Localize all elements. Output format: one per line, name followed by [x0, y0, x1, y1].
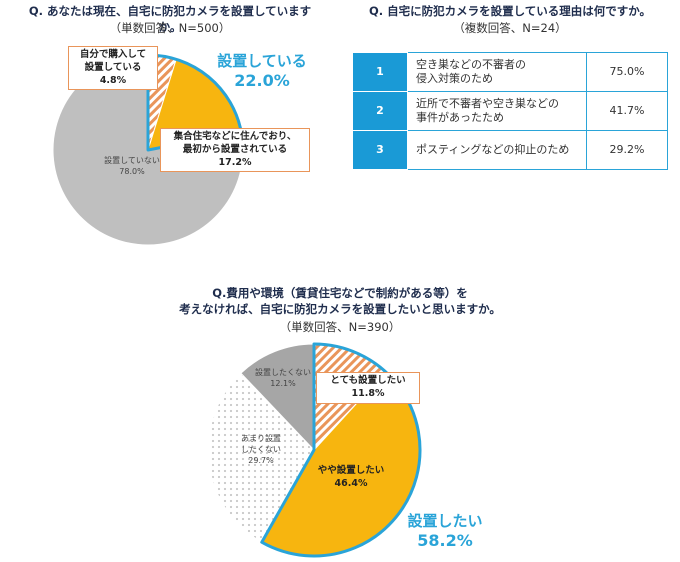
slice-name: 設置していない: [104, 156, 160, 165]
group-label: 設置している 22.0%: [212, 52, 312, 91]
slice-name: とても設置したい: [330, 375, 406, 386]
group-value: 22.0%: [234, 70, 290, 90]
table-row: 3 ポスティングなどの抑止のため 29.2%: [352, 130, 668, 170]
chart-title: Q.費用や環境（賃貸住宅などで制約がある等）を 考えなければ、自宅に防犯カメラを…: [179, 286, 501, 316]
group-name: 設置している: [217, 52, 307, 70]
table-cell: 41.7%: [586, 91, 668, 131]
table-cell: 近所で不審者や空き巣などの 事件があったため: [407, 91, 587, 131]
chart-subtitle: （単数回答、N=390）: [279, 320, 401, 334]
slice-name: 自分で購入して 設置している: [79, 49, 147, 73]
pie-slice: [207, 372, 315, 543]
table-cell: 3: [352, 130, 408, 170]
slice-label: 自分で購入して 設置している 4.8%: [68, 46, 158, 91]
slice-label: 設置したくない 12.1%: [248, 368, 318, 390]
pie-slice: [240, 343, 315, 452]
slice-value: 29.7%: [248, 455, 274, 465]
table-cell: 空き巣などの不審者の 侵入対策のため: [407, 52, 587, 92]
slice-label: やや設置したい 46.4%: [316, 465, 386, 491]
table-cell: ポスティングなどの抑止のため: [407, 130, 587, 170]
slice-value: 4.8%: [99, 74, 127, 86]
slice-label: あまり設置 したくない 29.7%: [226, 434, 296, 466]
table-cell: 29.2%: [586, 130, 668, 170]
group-name: 設置したい: [407, 512, 483, 530]
slice-label: 集合住宅などに住んでおり、 最初から設置されている 17.2%: [160, 128, 310, 173]
group-outline: [146, 53, 243, 152]
table-row: 2 近所で不審者や空き巣などの 事件があったため 41.7%: [352, 91, 668, 131]
group-value: 58.2%: [417, 530, 473, 550]
slice-label: とても設置したい 11.8%: [316, 372, 420, 404]
slice-name: やや設置したい: [317, 465, 385, 476]
table-cell: 1: [352, 52, 408, 92]
slice-name: あまり設置 したくない: [241, 434, 281, 454]
table-title: Q. 自宅に防犯カメラを設置している理由は何ですか。: [368, 4, 652, 18]
table-subtitle: （複数回答、N=24）: [453, 21, 567, 35]
group-label: 設置したい 58.2%: [390, 512, 500, 551]
slice-name: 設置したくない: [255, 368, 311, 377]
slice-value: 17.2%: [218, 156, 252, 168]
table-row: 1 空き巣などの不審者の 侵入対策のため 75.0%: [352, 52, 668, 92]
slice-value: 12.1%: [270, 378, 296, 388]
table-cell: 75.0%: [586, 52, 668, 92]
chart-subtitle: （単数回答、N=500）: [109, 21, 231, 35]
chart-title: Q. あなたは現在、自宅に防犯カメラを設置していますか。: [28, 4, 312, 34]
group-outline: [260, 342, 422, 558]
slice-value: 78.0%: [119, 166, 145, 176]
slice-value: 46.4%: [334, 477, 368, 489]
slice-name: 集合住宅などに住んでおり、 最初から設置されている: [173, 131, 297, 155]
reason-table: 1 空き巣などの不審者の 侵入対策のため 75.0% 2 近所で不審者や空き巣などの 事…: [352, 52, 668, 170]
slice-label: 設置していない 78.0%: [92, 156, 172, 178]
slice-value: 11.8%: [351, 387, 385, 399]
table-cell: 2: [352, 91, 408, 131]
